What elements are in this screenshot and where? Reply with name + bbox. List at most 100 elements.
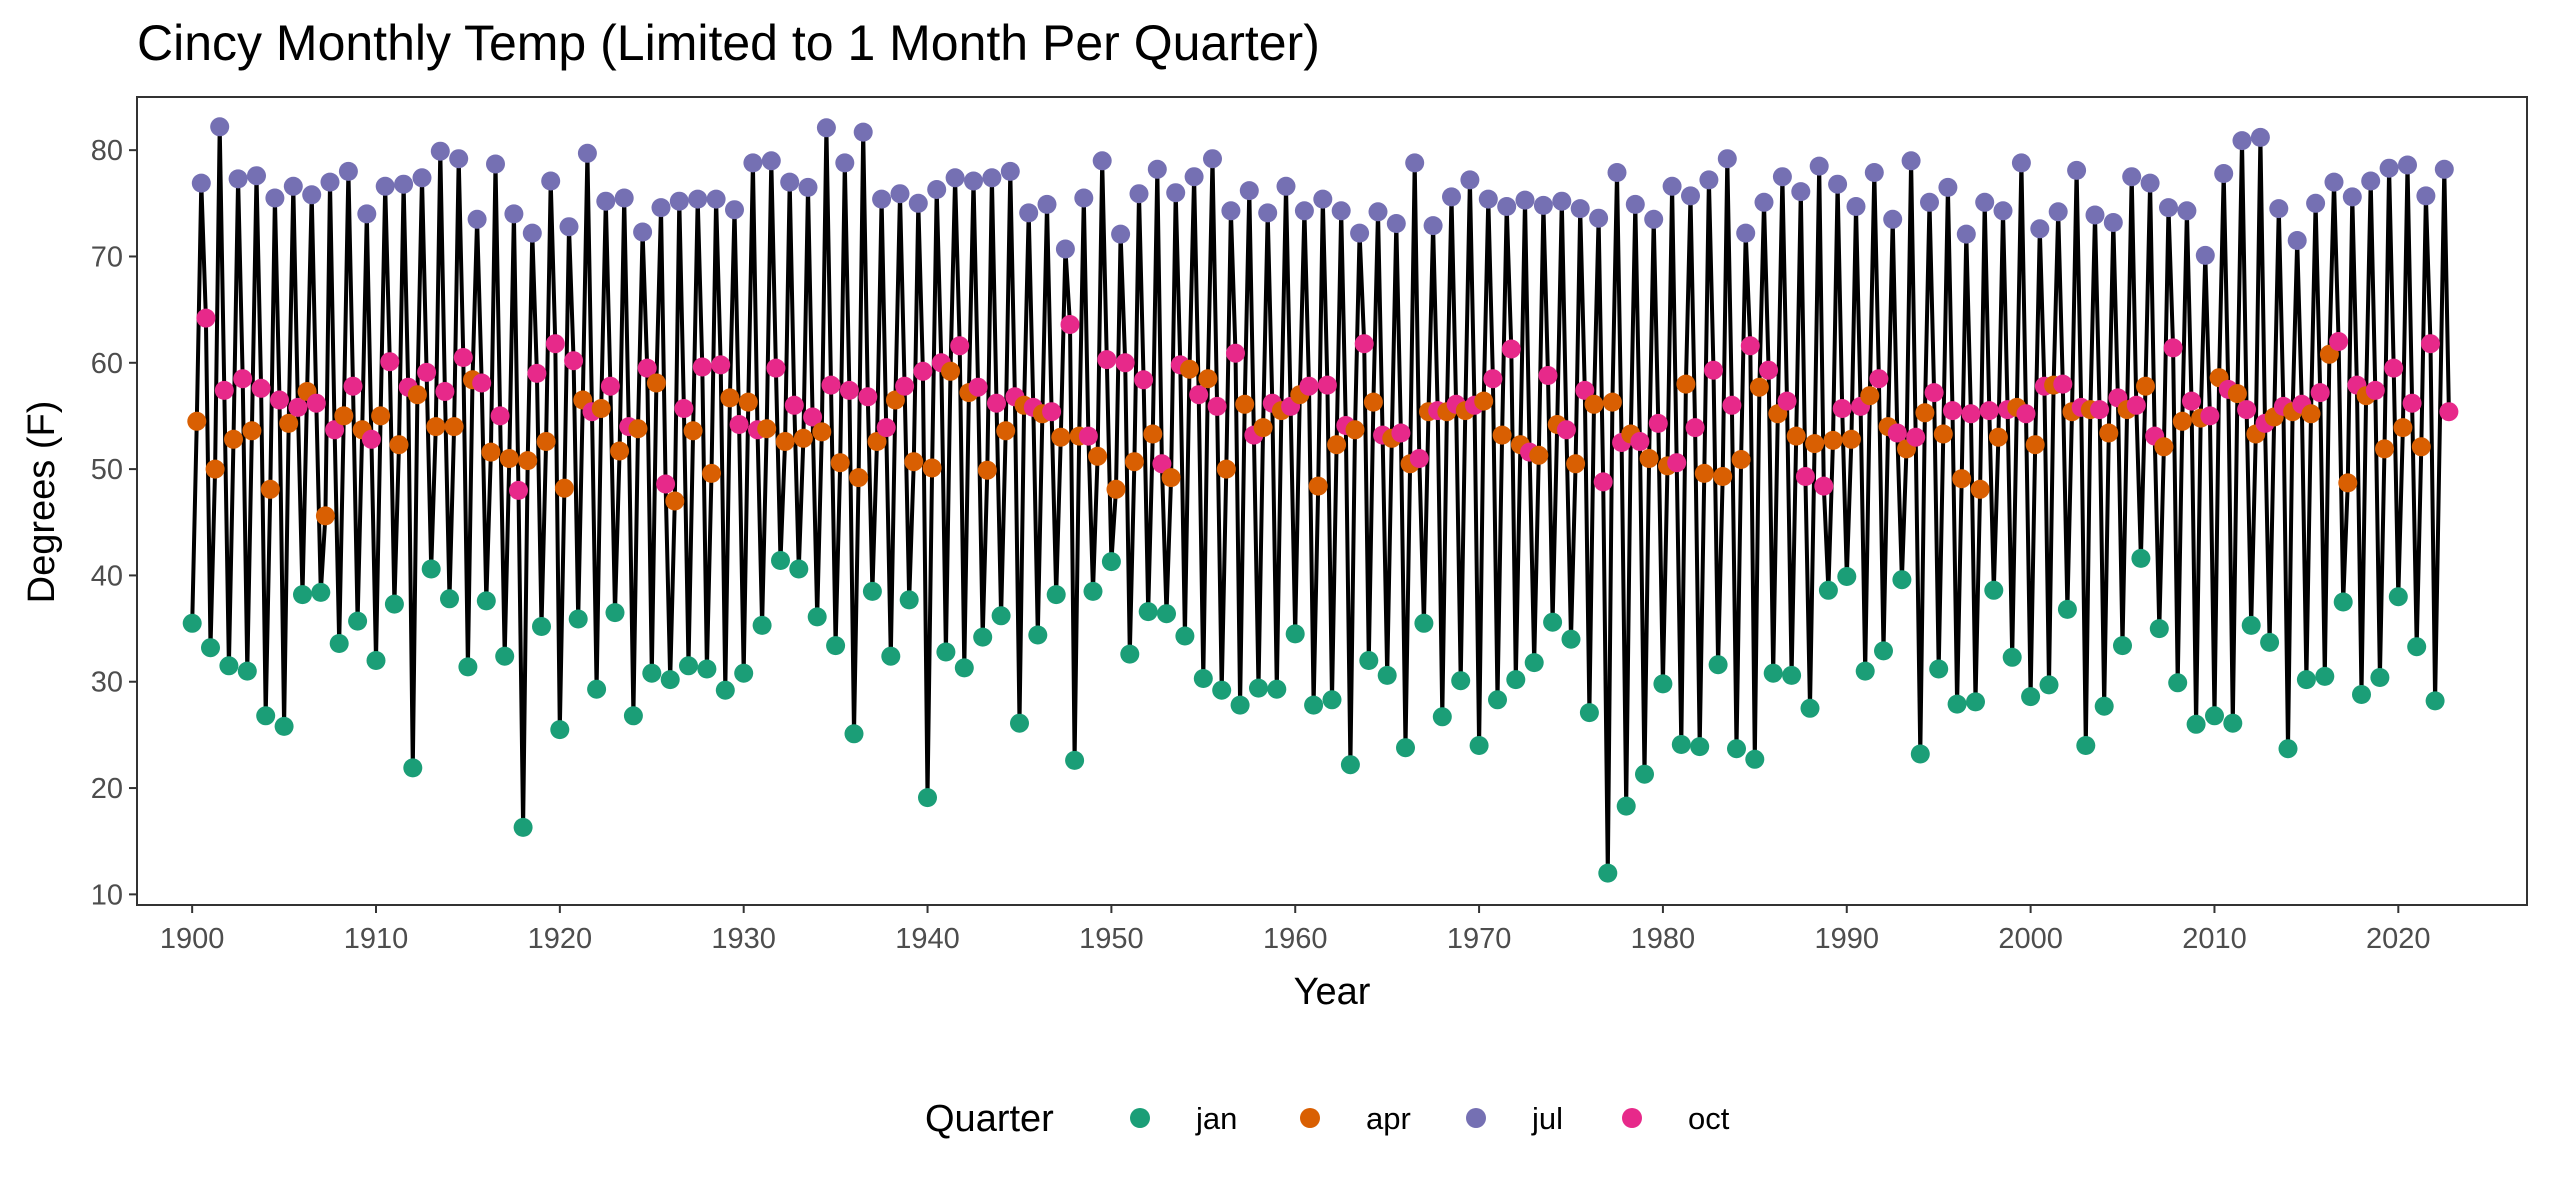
data-point-jan xyxy=(715,680,735,700)
data-point-jul xyxy=(1055,239,1075,259)
data-point-jan xyxy=(256,706,276,726)
x-tick-label: 1900 xyxy=(160,923,225,955)
data-point-jan xyxy=(2168,673,2188,693)
data-point-jul xyxy=(1092,151,1112,171)
axes: 10 20 30 40 50 60 70 80 1900 1910 1920 1930 1940 1950… xyxy=(91,96,2528,955)
data-point-jul xyxy=(2342,187,2362,207)
data-point-jul xyxy=(1828,174,1848,194)
data-point-jul xyxy=(577,143,597,163)
data-point-apr xyxy=(2227,384,2247,404)
data-point-jan xyxy=(2425,691,2445,711)
data-point-apr xyxy=(187,411,207,431)
data-point-jan xyxy=(1690,737,1710,757)
data-point-jul xyxy=(2085,205,2105,225)
data-point-jan xyxy=(1359,651,1379,670)
data-point-jan xyxy=(1874,641,1893,661)
data-point-jul xyxy=(430,141,450,161)
data-point-jan xyxy=(1138,602,1158,622)
data-point-oct xyxy=(1189,385,1209,405)
data-point-oct xyxy=(1740,336,1760,356)
data-point-jan xyxy=(1561,629,1581,649)
data-point-oct xyxy=(913,361,933,381)
data-point-oct xyxy=(1042,402,1062,422)
data-point-oct xyxy=(1501,339,1521,359)
data-point-jan xyxy=(789,559,809,579)
data-point-jul xyxy=(1772,167,1792,187)
data-point-apr xyxy=(1327,435,1347,455)
data-point-jul xyxy=(1644,209,1664,229)
data-point-apr xyxy=(1860,386,1880,406)
data-point-jan xyxy=(881,646,901,666)
data-point-jan xyxy=(219,656,239,676)
data-point-oct xyxy=(435,382,455,401)
data-point-apr xyxy=(775,432,795,451)
data-point-apr xyxy=(812,422,832,442)
data-point-jul xyxy=(614,188,634,208)
data-point-oct xyxy=(564,351,584,371)
data-point-jul xyxy=(1239,181,1259,201)
y-tick-label: 20 xyxy=(91,773,123,805)
data-point-apr xyxy=(1602,392,1622,412)
data-point-jan xyxy=(752,615,772,635)
data-point-jan xyxy=(918,788,937,808)
data-point-jul xyxy=(651,198,671,218)
data-point-apr xyxy=(2154,437,2174,457)
data-point-oct xyxy=(858,387,878,407)
data-point-jul xyxy=(964,171,983,191)
data-point-jan xyxy=(642,663,662,683)
data-point-jul xyxy=(247,166,266,186)
data-point-jul xyxy=(2361,171,2381,191)
data-point-jan xyxy=(1267,679,1287,699)
x-tick-label: 1990 xyxy=(1815,923,1880,955)
data-point-jan xyxy=(2149,619,2169,639)
data-point-jul xyxy=(1037,194,1057,214)
data-point-jan xyxy=(495,646,515,666)
data-point-jan xyxy=(329,634,349,653)
data-point-apr xyxy=(1124,452,1144,472)
data-point-jan xyxy=(1708,655,1728,675)
data-point-jan xyxy=(936,642,956,662)
data-point-jul xyxy=(2269,199,2289,219)
data-point-oct xyxy=(803,407,823,427)
data-point-oct xyxy=(417,362,437,382)
data-point-jan xyxy=(1579,703,1599,723)
data-point-jul xyxy=(669,191,689,211)
data-point-jan xyxy=(1818,580,1838,600)
data-point-jul xyxy=(467,209,487,229)
legend-label-jul: jul xyxy=(1531,1101,1563,1136)
data-point-oct xyxy=(1556,420,1576,440)
data-point-apr xyxy=(922,458,942,478)
data-point-jan xyxy=(1800,698,1820,718)
data-point-oct xyxy=(876,418,896,438)
data-point-oct xyxy=(1299,376,1319,396)
data-point-jul xyxy=(1203,149,1222,169)
data-point-jul xyxy=(1515,190,1535,210)
legend-key-oct xyxy=(1622,1108,1642,1128)
data-point-apr xyxy=(1933,424,1953,444)
data-point-jan xyxy=(1855,661,1875,681)
data-point-jul xyxy=(486,154,505,174)
data-point-oct xyxy=(509,480,528,500)
data-point-jul xyxy=(283,176,303,196)
data-point-oct xyxy=(1685,418,1705,438)
data-point-oct xyxy=(1593,472,1613,492)
data-point-oct xyxy=(1832,399,1852,418)
data-point-jan xyxy=(623,706,643,726)
data-point-jul xyxy=(1350,223,1370,243)
data-point-apr xyxy=(1639,449,1659,468)
plot-area xyxy=(182,117,2459,883)
data-point-jul xyxy=(743,153,763,173)
data-point-oct xyxy=(895,376,915,396)
data-point-jul xyxy=(375,176,395,196)
data-point-jul xyxy=(688,189,708,209)
data-point-oct xyxy=(2439,402,2459,422)
data-point-jul xyxy=(596,191,616,211)
data-point-jan xyxy=(2388,587,2408,607)
data-point-apr xyxy=(2393,418,2413,438)
data-point-jul xyxy=(1074,188,1094,208)
data-point-oct xyxy=(1869,369,1889,389)
data-point-jul xyxy=(1368,202,1388,222)
data-point-jan xyxy=(1101,552,1121,572)
data-point-apr xyxy=(1915,403,1935,423)
data-point-apr xyxy=(720,388,740,408)
